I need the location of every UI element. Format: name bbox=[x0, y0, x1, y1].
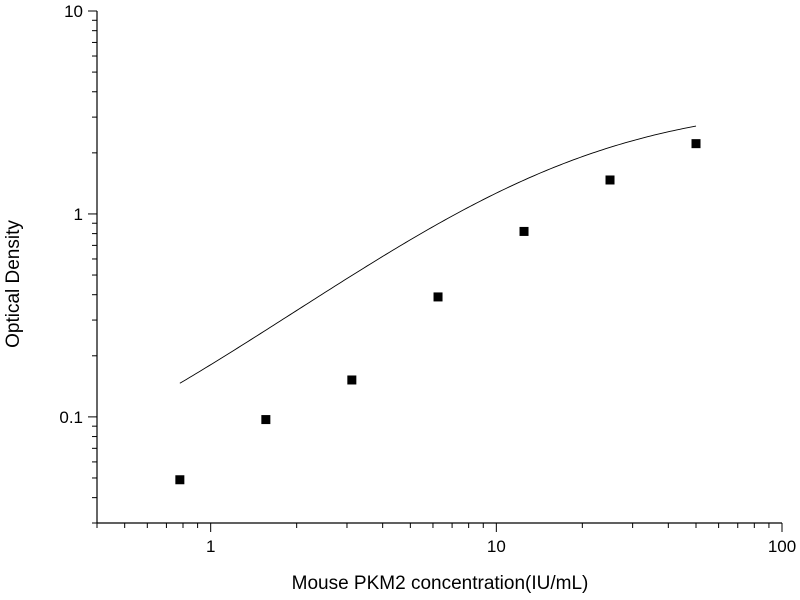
y-axis-label: Optical Density bbox=[3, 220, 24, 348]
axes-frame bbox=[96, 11, 782, 524]
x-tick-label: 1 bbox=[206, 537, 215, 556]
x-tick-label: 100 bbox=[768, 537, 796, 556]
data-point bbox=[347, 375, 357, 385]
y-tick-label: 1 bbox=[74, 205, 83, 224]
data-point bbox=[261, 415, 271, 425]
y-tick-label: 0.1 bbox=[59, 408, 83, 427]
data-point bbox=[433, 292, 443, 302]
fit-curve bbox=[179, 125, 697, 384]
data-point bbox=[519, 226, 529, 236]
x-tick-label: 10 bbox=[487, 537, 506, 556]
y-tick-label: 10 bbox=[64, 2, 83, 21]
data-point bbox=[691, 139, 701, 149]
y-axis-ticks: 0.1 1 10 bbox=[59, 2, 97, 524]
data-point bbox=[175, 475, 185, 485]
x-axis-ticks: 1 10 100 bbox=[96, 523, 796, 556]
data-points bbox=[175, 139, 701, 485]
fit-curve-layer bbox=[179, 125, 697, 384]
data-point bbox=[605, 175, 615, 185]
x-axis-label: Mouse PKM2 concentration(IU/mL) bbox=[292, 573, 589, 594]
